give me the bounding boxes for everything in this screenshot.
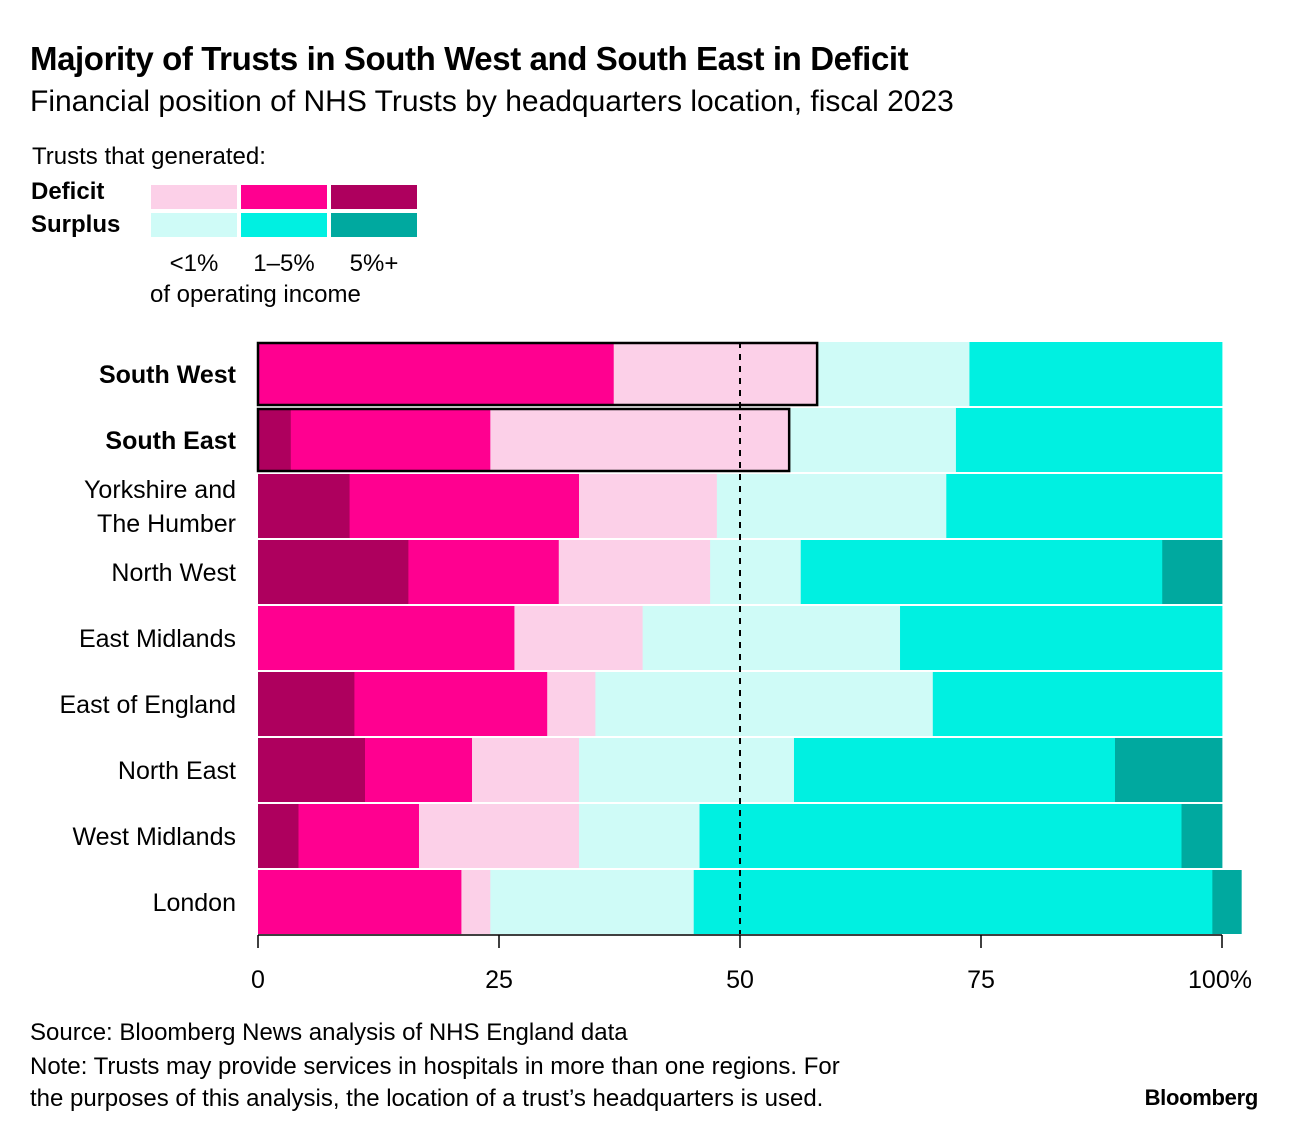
legend-swatch-deficit-lt1: [151, 185, 237, 209]
legend-tick-lt1: <1%: [169, 250, 219, 277]
bar-north-west-surplus-5plus: [1162, 540, 1223, 604]
bar-south-east-surplus-lt1: [789, 408, 957, 472]
bar-west-midlands-surplus-5plus: [1181, 804, 1223, 868]
category-label-east-midlands: East Midlands: [79, 625, 236, 653]
legend-swatch-surplus-5plus: [331, 213, 417, 237]
bar-london-deficit-lt1: [461, 870, 491, 934]
category-label-west-midlands: West Midlands: [73, 823, 237, 851]
bar-london-deficit-1to5: [258, 870, 462, 934]
legend-unit: of operating income: [150, 281, 361, 308]
bar-london-surplus-lt1: [490, 870, 695, 934]
bar-east-midlands-surplus-1to5: [900, 606, 1223, 670]
bar-south-west-surplus-lt1: [817, 342, 970, 406]
bar-yorkshire-and-the-humber-surplus-lt1: [716, 474, 947, 538]
chart-subtitle: Financial position of NHS Trusts by head…: [30, 85, 954, 118]
legend-swatch-surplus-lt1: [151, 213, 237, 237]
legend-surplus-label: Surplus: [31, 211, 121, 238]
bar-yorkshire-and-the-humber-surplus-1to5: [946, 474, 1223, 538]
bar-north-east-deficit-5plus: [258, 738, 366, 802]
stacked-bar-chart: South West South East Yorkshire and The Hum…: [59, 341, 1252, 994]
bar-south-west-deficit-1to5: [258, 342, 615, 406]
bar-north-east-deficit-1to5: [365, 738, 473, 802]
category-label-north-west: North West: [111, 559, 236, 587]
bar-south-east-deficit-lt1: [490, 408, 790, 472]
bar-east-of-england-surplus-lt1: [595, 672, 934, 736]
bar-north-west-deficit-1to5: [408, 540, 560, 604]
legend-swatch-surplus-1to5: [241, 213, 327, 237]
legend-tick-1to5: 1–5%: [253, 250, 315, 277]
bar-west-midlands-deficit-5plus: [258, 804, 299, 868]
category-label-north-east: North East: [118, 757, 236, 785]
source-note: Source: Bloomberg News analysis of NHS E…: [30, 1019, 628, 1046]
category-label-yorkshire-and-the-humber: Yorkshire and The Humber: [84, 476, 236, 538]
bar-south-east-deficit-5plus: [258, 408, 292, 472]
bar-west-midlands-surplus-lt1: [579, 804, 700, 868]
bar-south-east-surplus-1to5: [955, 408, 1223, 472]
x-tick-label-100: 100%: [1188, 966, 1252, 994]
bar-south-east-deficit-1to5: [290, 408, 491, 472]
bar-north-east-surplus-1to5: [793, 738, 1116, 802]
bar-east-of-england-deficit-1to5: [354, 672, 548, 736]
bar-east-of-england-deficit-lt1: [547, 672, 596, 736]
bar-london-surplus-1to5: [693, 870, 1213, 934]
bar-north-west-deficit-5plus: [258, 540, 409, 604]
bar-yorkshire-and-the-humber-deficit-5plus: [258, 474, 350, 538]
bar-north-west-deficit-lt1: [558, 540, 711, 604]
bar-north-east-surplus-5plus: [1114, 738, 1223, 802]
bar-north-west-surplus-1to5: [800, 540, 1163, 604]
bar-west-midlands-deficit-lt1: [418, 804, 580, 868]
category-label-london: London: [153, 889, 236, 917]
bloomberg-logo: Bloomberg: [1144, 1085, 1259, 1110]
bar-north-west-surplus-lt1: [710, 540, 802, 604]
x-tick-label-50: 50: [726, 966, 754, 994]
x-tick-label-0: 0: [251, 966, 265, 994]
bar-south-west-surplus-1to5: [969, 342, 1223, 406]
chart-title: Majority of Trusts in South West and Sou…: [30, 40, 909, 77]
category-label-south-west: South West: [99, 361, 237, 389]
bar-west-midlands-surplus-1to5: [699, 804, 1182, 868]
highlight-outline-south-west: [256, 341, 819, 407]
footnote-line-2: the purposes of this analysis, the locat…: [30, 1085, 824, 1112]
category-label-south-east: South East: [105, 427, 236, 455]
legend-tick-5plus: 5%+: [349, 250, 399, 277]
legend-swatch-deficit-5plus: [331, 185, 417, 209]
category-label-east-of-england: East of England: [59, 691, 236, 719]
legend-deficit-label: Deficit: [31, 178, 105, 205]
bar-north-east-surplus-lt1: [579, 738, 795, 802]
bar-east-midlands-deficit-lt1: [514, 606, 644, 670]
x-tick-label-75: 75: [967, 966, 995, 994]
bar-east-of-england-deficit-5plus: [258, 672, 355, 736]
highlight-outline-south-east: [256, 407, 791, 473]
bar-west-midlands-deficit-1to5: [298, 804, 420, 868]
x-tick-label-25: 25: [485, 966, 513, 994]
footnote-line-1: Note: Trusts may provide services in hos…: [30, 1053, 840, 1080]
bar-east-midlands-deficit-1to5: [258, 606, 515, 670]
bar-east-midlands-surplus-lt1: [642, 606, 901, 670]
bar-north-east-deficit-lt1: [472, 738, 580, 802]
bar-yorkshire-and-the-humber-deficit-1to5: [349, 474, 580, 538]
legend-swatch-deficit-1to5: [241, 185, 327, 209]
bar-east-of-england-surplus-1to5: [932, 672, 1223, 736]
bar-yorkshire-and-the-humber-deficit-lt1: [579, 474, 718, 538]
bar-south-west-deficit-lt1: [613, 342, 818, 406]
bar-london-surplus-5plus: [1212, 870, 1242, 934]
legend-heading: Trusts that generated:: [32, 143, 266, 170]
